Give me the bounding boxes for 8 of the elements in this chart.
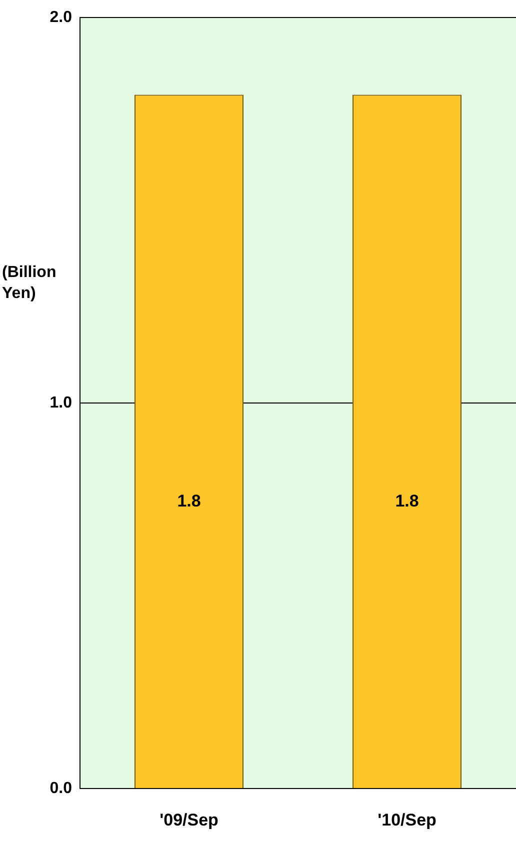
y-tick-label: 1.0 — [50, 394, 72, 412]
x-tick-label: '10/Sep — [378, 810, 436, 830]
y-axis-title: (Billion Yen) — [2, 263, 58, 304]
y-tick-label: 2.0 — [50, 9, 72, 26]
y-tick-label: 0.0 — [50, 780, 72, 798]
data-label: 1.8 — [177, 491, 201, 510]
data-label: 1.8 — [395, 491, 419, 510]
x-tick-label: '09/Sep — [160, 810, 218, 830]
